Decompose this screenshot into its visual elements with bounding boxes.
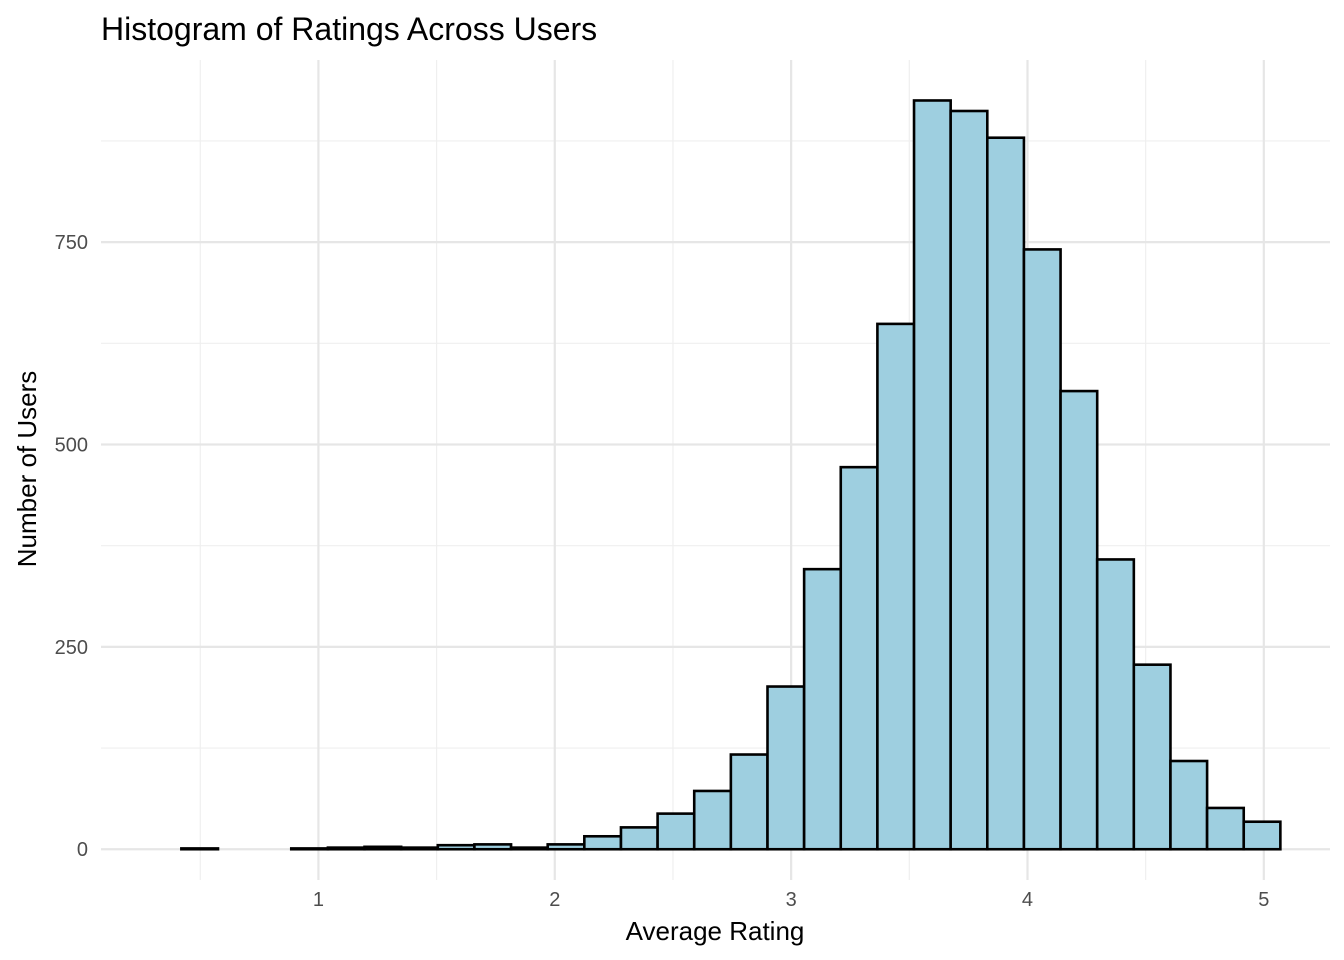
histogram-bar — [766, 685, 806, 851]
x-tick-label: 2 — [549, 889, 560, 911]
y-tick-label: 0 — [77, 839, 88, 861]
histogram-bar — [509, 846, 549, 851]
y-tick-label: 750 — [55, 232, 88, 254]
histogram-bar — [180, 847, 220, 851]
histogram-bar — [289, 847, 330, 851]
histogram-bar — [656, 812, 696, 851]
histogram-bar — [1059, 389, 1099, 851]
histogram-bar — [399, 846, 440, 851]
y-axis-title: Number of Users — [12, 371, 42, 568]
histogram-bar — [1095, 558, 1136, 851]
y-tick-label: 500 — [55, 435, 88, 457]
histogram-bar — [473, 843, 513, 851]
histogram-bar — [692, 789, 733, 851]
histogram-bar — [1169, 759, 1209, 851]
histogram-bars — [180, 99, 1282, 851]
histogram-bar — [619, 826, 659, 851]
chart-title: Histogram of Ratings Across Users — [101, 11, 597, 47]
histogram-bar — [839, 465, 879, 851]
x-tick-label: 4 — [1022, 889, 1033, 911]
histogram-bar — [802, 567, 843, 851]
histogram-bar — [912, 99, 952, 851]
x-axis-title: Average Rating — [626, 916, 805, 946]
x-tick-label: 3 — [786, 889, 797, 911]
histogram-bar — [326, 846, 366, 851]
histogram-bar — [949, 109, 989, 851]
x-tick-label: 1 — [313, 889, 324, 911]
y-tick-label: 250 — [55, 637, 88, 659]
histogram-bar — [729, 753, 769, 851]
histogram-bar — [546, 843, 586, 851]
x-axis-tick-labels: 1 2 3 4 5 — [313, 889, 1270, 911]
histogram-bar — [985, 136, 1026, 851]
histogram-bar — [1132, 663, 1172, 851]
histogram-bar — [436, 843, 476, 851]
histogram-bar — [363, 845, 403, 851]
histogram-bar — [1205, 806, 1246, 851]
x-tick-label: 5 — [1258, 889, 1269, 911]
histogram-bar — [876, 322, 916, 851]
histogram-bar — [583, 834, 623, 851]
histogram-bar — [1242, 820, 1282, 851]
histogram-bar — [1022, 248, 1062, 851]
y-axis-tick-labels: 0 250 500 750 — [55, 232, 88, 861]
